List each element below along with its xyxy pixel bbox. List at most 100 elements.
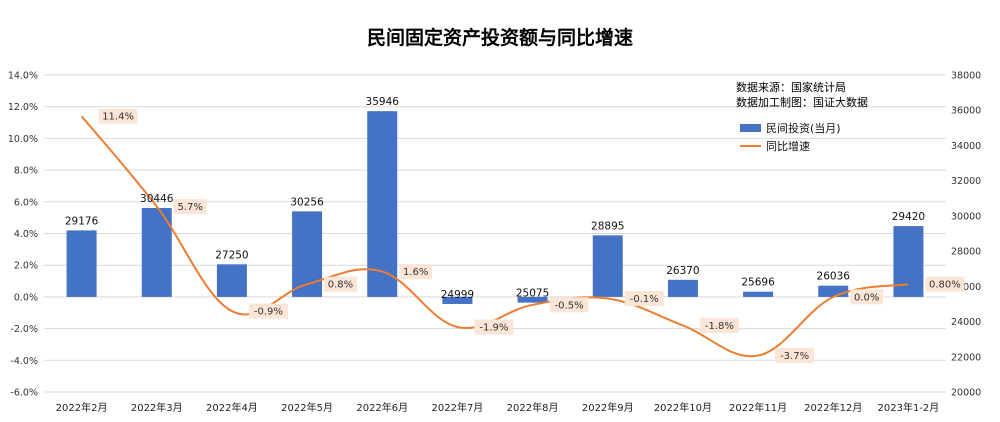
y-left-tick-label: -4.0% — [10, 356, 38, 367]
y-left-tick-label: 10.0% — [8, 134, 38, 145]
bar-value-label: 27250 — [215, 249, 248, 261]
line-label-box — [624, 290, 664, 306]
x-tick-label: 2022年9月 — [582, 401, 634, 414]
bar — [517, 296, 548, 303]
data-labels: 29176 30446 27250 30256 35946 24999 25075 28895… — [65, 96, 965, 364]
x-tick-label: 2022年6月 — [356, 401, 408, 414]
x-tick-label: 2022年3月 — [131, 401, 183, 414]
line-point-label: 5.7% — [173, 199, 207, 215]
bar-value-label: 26370 — [666, 265, 699, 277]
line-point-label: -0.1% — [624, 290, 664, 306]
y-right-tick-label: 32000 — [951, 176, 981, 187]
line-label-text: 0.80% — [929, 280, 961, 291]
line-point-label: -0.9% — [248, 303, 288, 319]
line-label-box — [98, 108, 138, 124]
legend-bar-label: 民间投资(当月) — [766, 121, 841, 135]
x-axis: 2022年2月 2022年3月 2022年4月 2022年5月 2022年6月 2022年… — [56, 401, 940, 414]
line-label-box — [549, 297, 589, 313]
bar — [818, 285, 849, 297]
line-point-label: 0.8% — [324, 276, 357, 292]
y-right-tick-label: 24000 — [951, 317, 981, 328]
bar — [367, 111, 398, 297]
line-point-label: 11.4% — [98, 108, 138, 124]
line-point-label: -0.5% — [549, 297, 589, 313]
bar — [216, 264, 247, 297]
x-tick-label: 2022年8月 — [507, 401, 559, 414]
bar — [66, 230, 97, 297]
chart-title: 民间固定资产投资额与同比增速 — [367, 26, 633, 49]
y-right-tick-label: 28000 — [951, 247, 981, 258]
line-label-text: -0.5% — [555, 300, 584, 311]
line-label-box — [850, 289, 884, 305]
source-line-2: 数据加工制图：国证大数据 — [736, 95, 868, 109]
legend-bar-swatch — [740, 124, 761, 132]
bar-value-label: 29176 — [65, 215, 99, 227]
x-tick-label: 2022年12月 — [804, 401, 862, 414]
y-axis-left: -6.0% -4.0% -2.0% 0.0% 2.0% 4.0% 6.0% 8.0% 10.0%… — [8, 71, 38, 399]
y-left-tick-label: 14.0% — [8, 71, 38, 82]
bar — [667, 279, 698, 297]
line-label-text: 1.6% — [403, 267, 428, 278]
line-point-label: 1.6% — [399, 264, 433, 280]
line-label-text: 0.0% — [854, 292, 879, 303]
bar — [592, 235, 623, 297]
y-right-tick-label: 38000 — [951, 71, 981, 82]
line-point-label: -3.7% — [775, 348, 815, 364]
legend-line-label: 同比增速 — [766, 139, 810, 153]
bar-value-label: 26036 — [817, 271, 851, 283]
source-line-1: 数据来源：国家统计局 — [736, 80, 846, 94]
y-left-tick-label: -6.0% — [10, 388, 38, 399]
line-point-label: 0.80% — [925, 276, 965, 292]
line-label-box — [173, 199, 207, 215]
bar-value-label: 30446 — [140, 193, 174, 205]
y-left-tick-label: 4.0% — [14, 229, 38, 240]
y-right-tick-label: 26000 — [951, 282, 981, 293]
y-right-tick-label: 20000 — [951, 388, 981, 399]
line-label-text: -0.9% — [254, 307, 283, 318]
bar-value-label: 24999 — [441, 289, 474, 301]
line-label-box — [699, 317, 739, 333]
y-axis-right: 20000 22000 24000 26000 28000 30000 32000 34000… — [951, 71, 981, 399]
bar-value-label: 25075 — [516, 288, 549, 300]
bar — [442, 296, 473, 304]
x-tick-label: 2022年5月 — [281, 401, 333, 414]
bar — [141, 208, 172, 297]
line-label-box — [775, 348, 815, 364]
line-label-text: -0.1% — [630, 294, 659, 305]
y-left-tick-label: 12.0% — [8, 102, 38, 113]
line-point-label: 0.0% — [850, 289, 884, 305]
x-tick-label: 2022年2月 — [56, 401, 108, 414]
y-left-tick-label: 2.0% — [14, 261, 38, 272]
line-label-box — [248, 303, 288, 319]
line-label-box — [474, 319, 514, 335]
bar-series — [66, 111, 924, 304]
y-left-tick-label: -2.0% — [10, 324, 38, 335]
line-point-label: -1.9% — [474, 319, 514, 335]
bar-value-label: 35946 — [366, 96, 400, 108]
y-left-tick-label: 0.0% — [14, 292, 38, 303]
legend: 民间投资(当月) 同比增速 — [740, 121, 841, 153]
bar-value-label: 30256 — [290, 196, 324, 208]
bar-value-label: 29420 — [892, 211, 925, 223]
y-left-tick-label: 6.0% — [14, 197, 38, 208]
y-right-tick-label: 36000 — [951, 106, 981, 117]
y-right-tick-label: 22000 — [951, 352, 981, 363]
x-tick-label: 2022年4月 — [206, 401, 258, 414]
bar-value-label: 25696 — [741, 277, 775, 289]
x-tick-label: 2023年1-2月 — [878, 401, 940, 414]
bar — [743, 291, 774, 297]
line-label-box — [925, 276, 965, 292]
x-tick-label: 2022年10月 — [654, 401, 712, 414]
line-label-text: 5.7% — [177, 202, 202, 213]
line-label-box — [324, 276, 357, 292]
y-right-tick-label: 34000 — [951, 141, 981, 152]
x-tick-label: 2022年11月 — [729, 401, 787, 414]
line-label-text: -3.7% — [780, 351, 809, 362]
y-right-tick-label: 30000 — [951, 211, 981, 222]
y-left-tick-label: 8.0% — [14, 166, 38, 177]
bar — [893, 226, 924, 297]
bar — [292, 211, 323, 297]
line-label-text: -1.8% — [705, 321, 734, 332]
line-label-text: -1.9% — [479, 323, 508, 334]
